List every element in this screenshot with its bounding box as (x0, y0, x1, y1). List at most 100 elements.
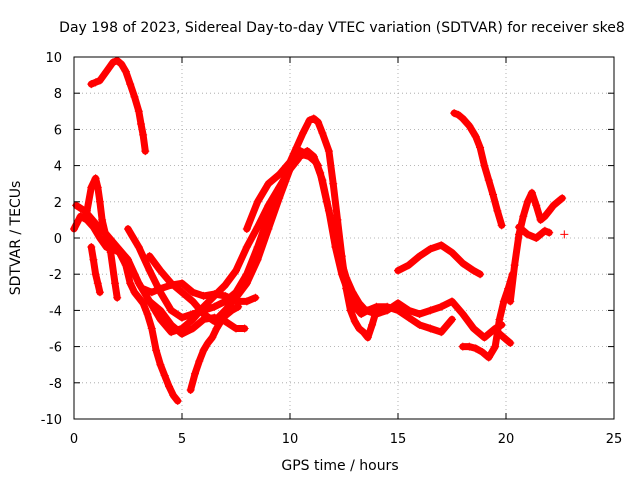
series-s9 (186, 302, 243, 395)
data-point (126, 80, 135, 89)
data-point (484, 176, 493, 185)
data-point (139, 299, 148, 308)
data-point (480, 161, 489, 170)
data-point (139, 130, 148, 139)
data-point (242, 297, 251, 306)
data-point (134, 279, 143, 288)
data-point (113, 243, 122, 252)
data-point (342, 273, 351, 282)
data-point (95, 76, 104, 85)
data-point (87, 80, 96, 89)
data-point (210, 313, 219, 322)
series-s19 (560, 230, 569, 239)
data-point (553, 197, 562, 206)
series-trace (394, 241, 484, 278)
data-point (448, 315, 456, 324)
data-point (318, 129, 327, 138)
data-point (178, 329, 186, 338)
data-point (95, 288, 104, 297)
data-point (221, 311, 230, 320)
data-point (458, 259, 467, 268)
data-point (415, 320, 424, 329)
data-point (532, 201, 541, 210)
y-tick-label: 10 (45, 51, 62, 66)
data-point (545, 228, 554, 237)
data-point (497, 221, 506, 230)
data-point (322, 197, 331, 206)
x-tick-label: 10 (282, 432, 299, 447)
data-point (275, 170, 284, 179)
data-point (493, 206, 502, 215)
data-point (136, 119, 145, 128)
data-point (426, 324, 435, 333)
series-s8 (139, 279, 260, 306)
series-trace (459, 270, 516, 361)
data-point (130, 92, 139, 101)
series-trace (72, 154, 303, 336)
data-point (394, 306, 402, 315)
series-trace (87, 57, 149, 155)
data-point (458, 114, 467, 123)
y-tick-label: 4 (54, 160, 62, 175)
data-point (145, 252, 154, 261)
data-point (98, 215, 107, 224)
data-point (329, 179, 338, 188)
data-point (298, 150, 307, 159)
data-point (178, 288, 186, 297)
data-point (253, 197, 262, 206)
data-point (156, 284, 165, 293)
data-point (221, 281, 230, 290)
data-point (292, 154, 301, 163)
data-point (253, 255, 262, 264)
data-point (147, 288, 156, 297)
y-tick-label: 0 (54, 232, 62, 247)
data-point (152, 346, 161, 355)
series-trace (286, 151, 456, 336)
data-point (394, 266, 402, 275)
data-point (264, 179, 273, 188)
data-point (102, 67, 111, 76)
data-point (404, 306, 413, 315)
data-point (147, 324, 156, 333)
y-tick-label: 8 (54, 87, 62, 102)
series-s20 (87, 56, 150, 156)
data-point (454, 110, 463, 119)
series-trace (83, 174, 121, 302)
y-tick-label: -4 (49, 304, 62, 319)
data-point (210, 302, 219, 311)
data-point (93, 183, 102, 192)
data-point (316, 168, 325, 177)
data-point (560, 230, 569, 239)
data-point (126, 279, 135, 288)
data-point (186, 386, 195, 395)
data-point (476, 270, 485, 279)
data-point (165, 382, 174, 391)
series-trace (303, 147, 506, 342)
data-point (350, 302, 359, 311)
data-point (242, 279, 251, 288)
data-point (476, 143, 485, 152)
data-point (210, 290, 219, 299)
data-point (232, 324, 240, 333)
data-point (178, 279, 186, 288)
data-point (208, 333, 217, 342)
data-point (363, 333, 372, 342)
data-point (448, 297, 456, 306)
data-point (448, 248, 456, 257)
data-point (141, 147, 150, 156)
data-point (303, 147, 312, 156)
data-point (156, 360, 165, 369)
data-point (355, 299, 364, 308)
data-point (91, 174, 100, 183)
data-point (106, 248, 115, 257)
data-point (286, 161, 294, 170)
data-point (91, 78, 100, 87)
data-point (134, 293, 143, 302)
series-s13 (394, 241, 485, 279)
y-tick-label: -2 (49, 268, 62, 283)
data-point (91, 219, 100, 228)
data-point (489, 190, 498, 199)
y-tick-label: 6 (54, 123, 62, 138)
data-point (102, 230, 111, 239)
